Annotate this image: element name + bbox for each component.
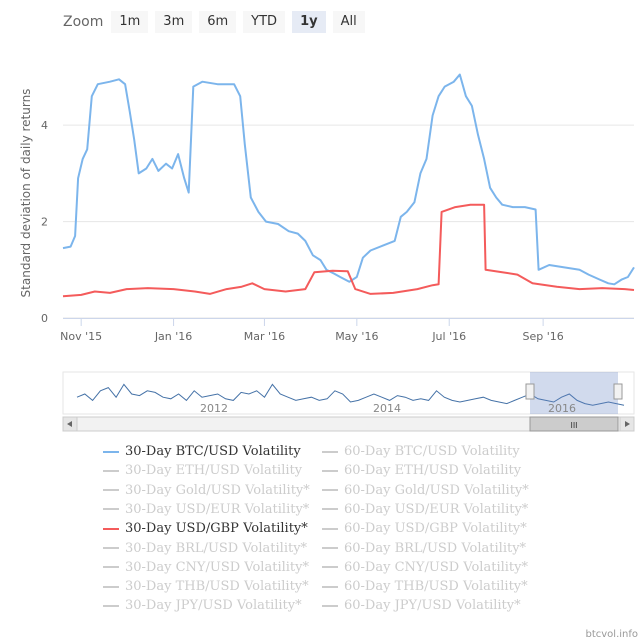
legend-swatch (103, 566, 119, 569)
legend-label: 30-Day THB/USD Volatility* (125, 579, 309, 595)
legend-swatch (103, 527, 119, 530)
y-axis-title: Standard deviation of daily returns (19, 89, 33, 298)
x-tick-label: Nov '15 (60, 330, 102, 343)
navigator-area[interactable] (62, 371, 635, 415)
legend-label: 30-Day ETH/USD Volatility (125, 463, 303, 479)
legend-item[interactable]: 60-Day CNY/USD Volatility* (322, 560, 528, 575)
legend-label: 60-Day USD/GBP Volatility* (344, 521, 527, 537)
legend-label: 30-Day JPY/USD Volatility* (125, 598, 302, 614)
legend-label: 60-Day THB/USD Volatility* (344, 579, 528, 595)
scroll-right-arrow-icon (625, 421, 630, 427)
scrollbar-grip[interactable]: III (570, 421, 577, 430)
legend-label: 30-Day BTC/USD Volatility (125, 444, 301, 459)
legend-item[interactable]: 60-Day BRL/USD Volatility* (322, 541, 526, 556)
y-tick-label: 4 (41, 119, 48, 132)
legend-swatch (103, 489, 119, 492)
legend-label: 60-Day ETH/USD Volatility (344, 463, 522, 479)
zoom-button-6m[interactable]: 6m (199, 11, 237, 33)
legend-swatch (103, 604, 119, 607)
zoom-bar: Zoom 1m 3m 6m YTD 1y All (63, 10, 372, 34)
legend-swatch (322, 585, 338, 588)
legend-item[interactable]: 30-Day BRL/USD Volatility* (103, 541, 307, 556)
legend-swatch (322, 489, 338, 492)
legend-item[interactable]: 30-Day THB/USD Volatility* (103, 579, 309, 594)
x-tick-label: May '16 (335, 330, 378, 343)
navigator-year-label: 2014 (373, 402, 401, 415)
legend-swatch (103, 469, 119, 472)
legend-label: 60-Day BRL/USD Volatility* (344, 540, 527, 556)
navigator-selection[interactable] (530, 372, 618, 414)
legend-label: 30-Day CNY/USD Volatility* (125, 559, 309, 575)
scrollbar-thumb[interactable] (529, 416, 619, 432)
legend-label: 30-Day USD/GBP Volatility* (125, 521, 308, 537)
legend-item[interactable]: 30-Day USD/EUR Volatility* (103, 502, 309, 517)
y-tick-label: 2 (41, 216, 48, 229)
navigator-handle-left[interactable] (525, 383, 535, 400)
legend-swatch (322, 469, 338, 472)
legend-swatch (322, 547, 338, 549)
legend-label: 30-Day Gold/USD Volatility* (125, 482, 310, 498)
legend-item[interactable]: 30-Day Gold/USD Volatility* (103, 483, 310, 498)
legend-label: 60-Day USD/EUR Volatility* (344, 501, 529, 517)
zoom-button-ytd[interactable]: YTD (243, 11, 286, 33)
volatility-chart: 0 2 4 Nov '15 Jan '16 Mar '16 May '16 Jul '16 Se… (19, 73, 635, 432)
legend-item[interactable]: 60-Day USD/EUR Volatility* (322, 502, 528, 517)
legend-item[interactable]: 60-Day THB/USD Volatility* (322, 579, 528, 594)
scroll-left-arrow-icon (67, 421, 72, 427)
legend-item[interactable]: 60-Day USD/GBP Volatility* (322, 521, 527, 536)
legend-swatch (322, 508, 338, 511)
legend-item[interactable]: 30-Day BTC/USD Volatility (103, 444, 301, 459)
legend-swatch (322, 604, 338, 607)
legend-swatch (322, 566, 338, 569)
zoom-button-1y[interactable]: 1y (292, 11, 326, 33)
legend-item[interactable]: 30-Day USD/GBP Volatility* (103, 521, 308, 536)
navigator-handle-right[interactable] (613, 383, 623, 400)
legend-item[interactable]: 30-Day JPY/USD Volatility* (103, 598, 302, 613)
legend-item[interactable]: 60-Day ETH/USD Volatility (322, 463, 521, 478)
navigator-year-label: 2012 (200, 402, 228, 415)
x-tick-label: Sep '16 (522, 330, 563, 343)
y-tick-label: 0 (41, 312, 48, 325)
zoom-label: Zoom (63, 14, 104, 30)
x-tick-label: Mar '16 (244, 330, 285, 343)
legend-swatch (103, 547, 119, 549)
legend-item[interactable]: 30-Day CNY/USD Volatility* (103, 560, 309, 575)
legend-swatch (322, 450, 338, 453)
zoom-button-all[interactable]: All (332, 11, 365, 33)
x-tick-label: Jul '16 (431, 330, 466, 343)
series-line-0[interactable] (62, 73, 635, 286)
legend-item[interactable]: 60-Day JPY/USD Volatility* (322, 598, 521, 613)
legend-label: 60-Day Gold/USD Volatility* (344, 482, 529, 498)
legend-label: 60-Day BTC/USD Volatility (344, 444, 520, 459)
legend-label: 60-Day JPY/USD Volatility* (344, 598, 521, 614)
zoom-button-3m[interactable]: 3m (155, 11, 193, 33)
navigator-year-label: 2016 (548, 402, 576, 415)
legend-label: 30-Day BRL/USD Volatility* (125, 540, 308, 556)
zoom-button-1m[interactable]: 1m (111, 11, 149, 33)
legend-item[interactable]: 60-Day Gold/USD Volatility* (322, 483, 529, 498)
x-tick-label: Jan '16 (154, 330, 192, 343)
legend-swatch (103, 585, 119, 588)
series-line-1[interactable] (62, 203, 635, 298)
legend-label: 30-Day USD/EUR Volatility* (125, 501, 310, 517)
legend-swatch (322, 527, 338, 530)
legend-item[interactable]: 30-Day ETH/USD Volatility (103, 463, 302, 478)
legend-swatch (103, 508, 119, 511)
legend-swatch (103, 450, 119, 453)
legend-label: 60-Day CNY/USD Volatility* (344, 559, 528, 575)
legend-item[interactable]: 60-Day BTC/USD Volatility (322, 444, 520, 459)
credit-text[interactable]: btcvol.info (585, 629, 638, 640)
